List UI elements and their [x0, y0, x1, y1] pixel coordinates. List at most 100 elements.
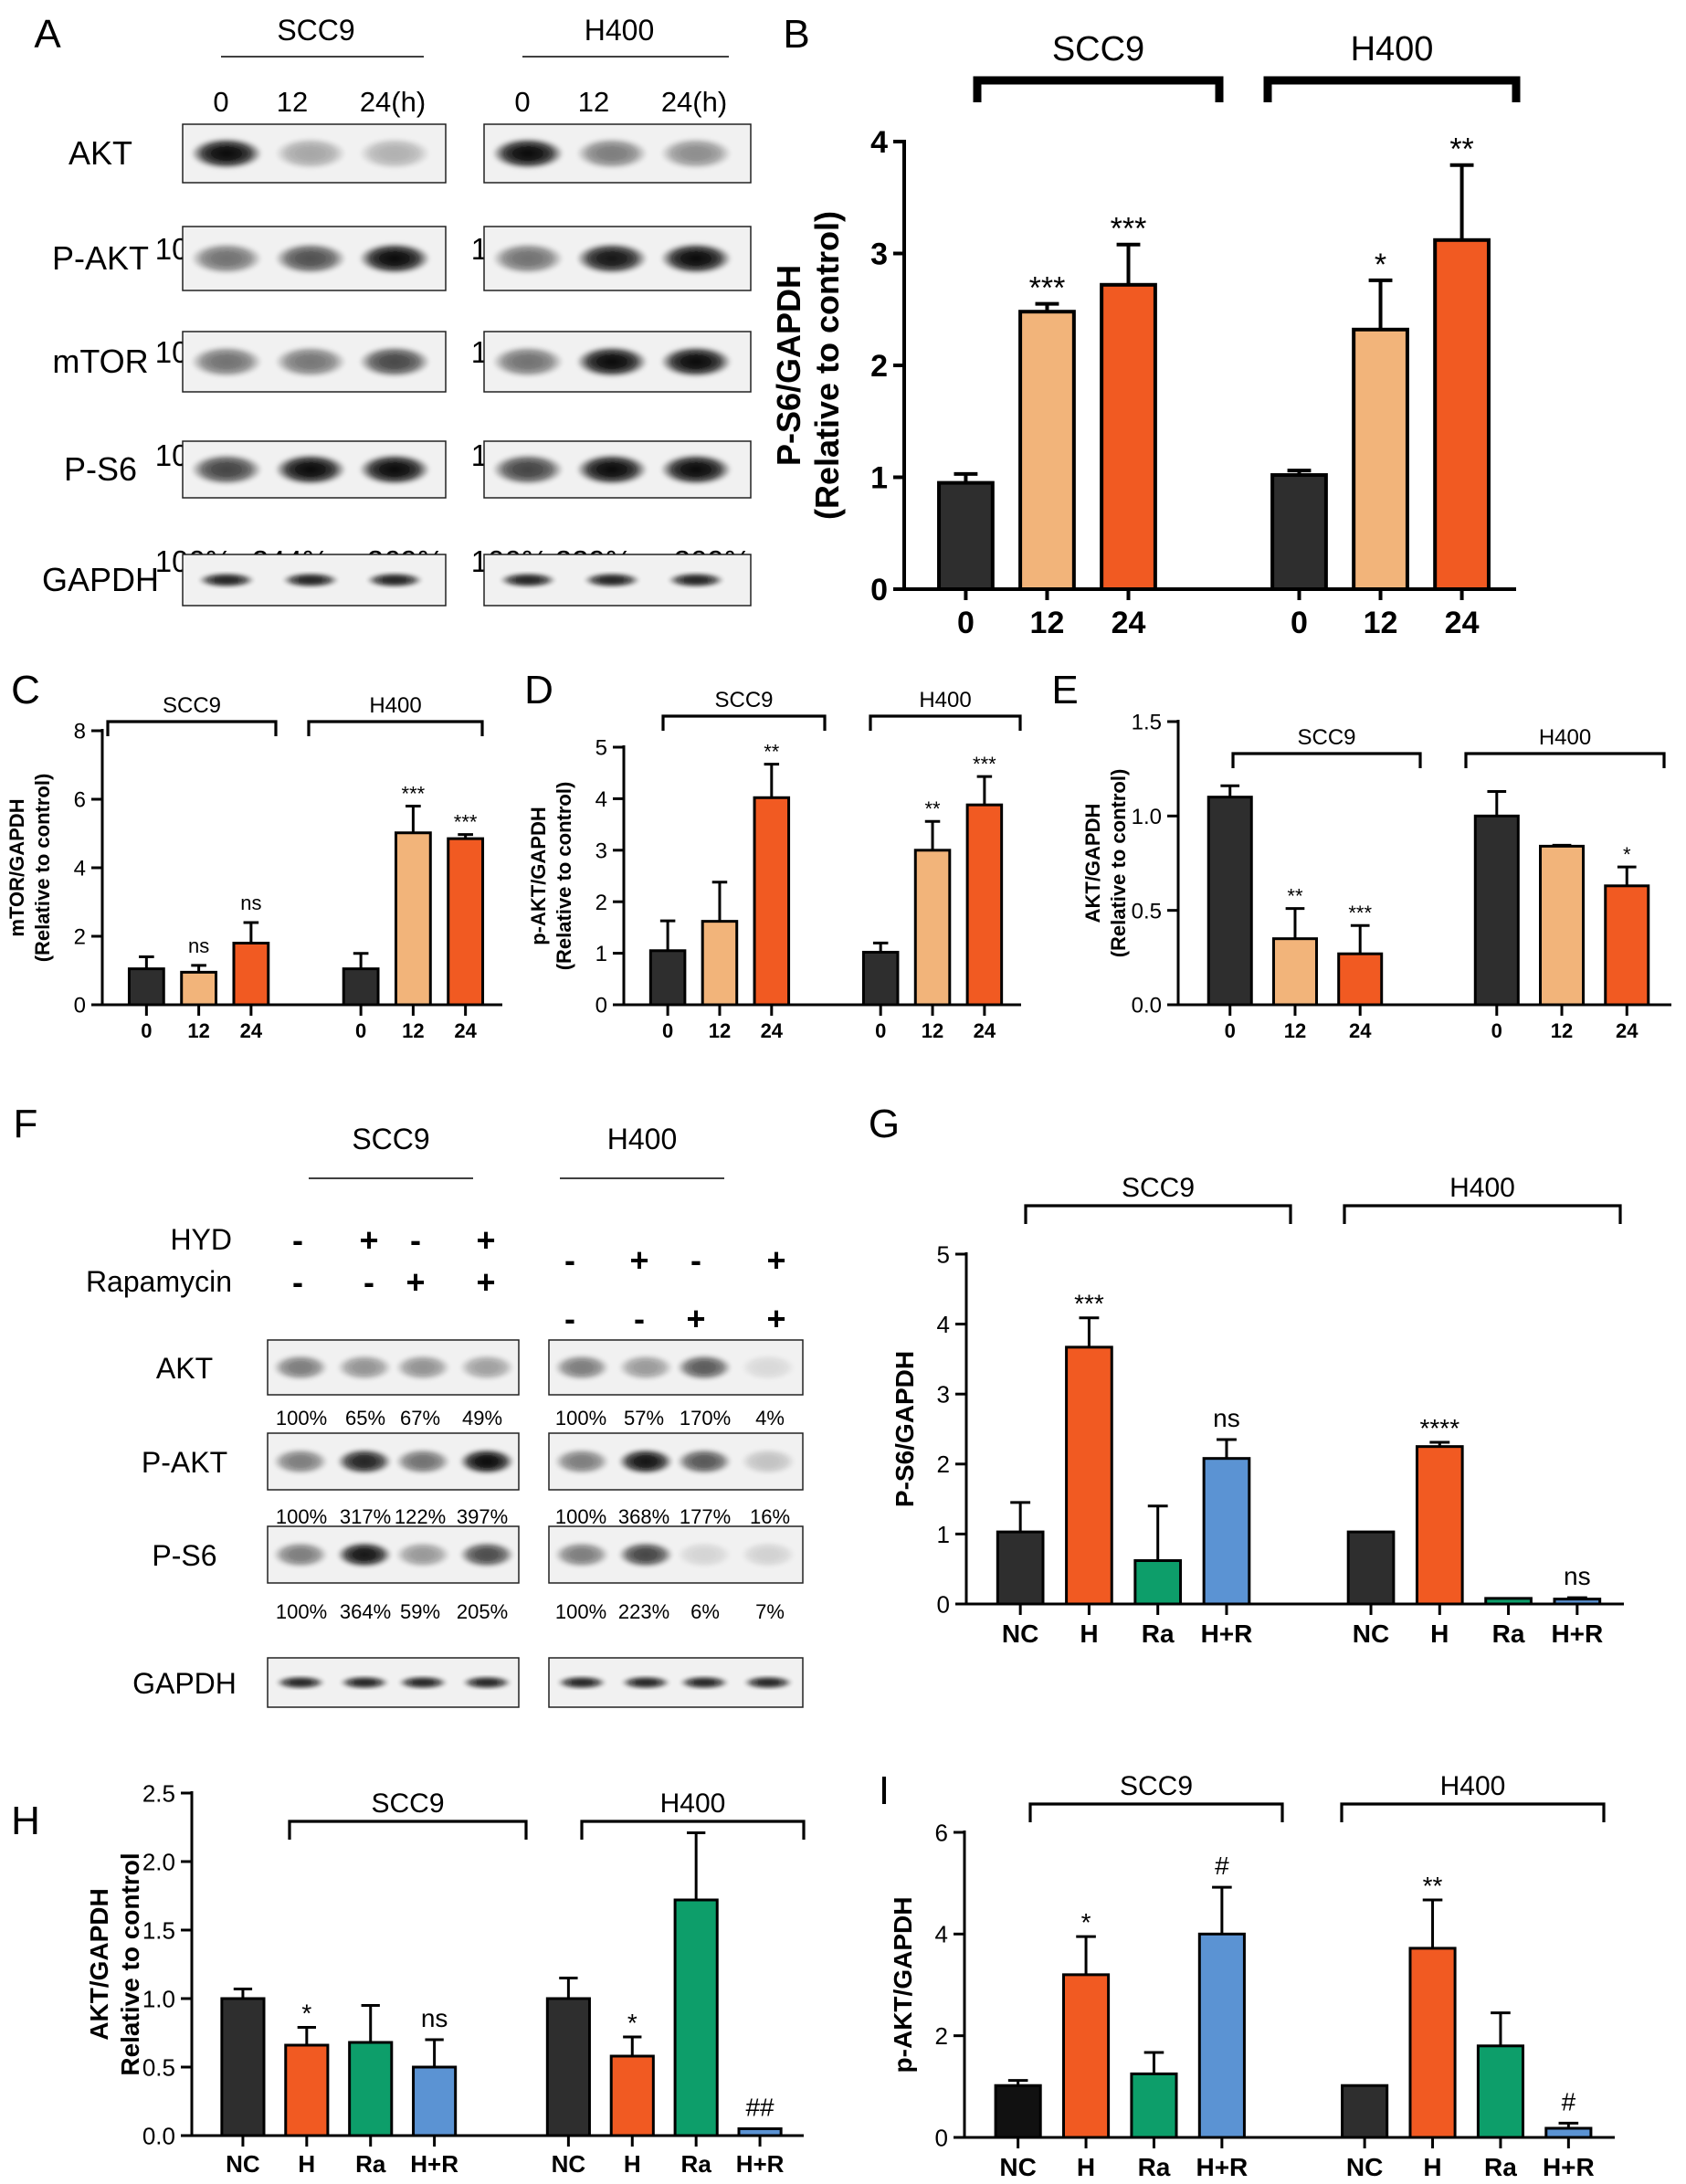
blot-band-akt — [273, 1355, 328, 1380]
blot-band-p-akt — [191, 243, 262, 274]
x-tick-label: 0 — [1291, 606, 1308, 640]
treatment-sign: + — [686, 1300, 705, 1337]
y-tick-label: 4 — [937, 1311, 950, 1338]
time-label: 24(h) — [360, 86, 426, 118]
percent-label: 67% — [400, 1407, 440, 1430]
bar — [1476, 2044, 1525, 2139]
blot-band-gapdh — [621, 1676, 670, 1689]
bar — [1065, 1345, 1113, 1606]
time-label: 24(h) — [661, 86, 727, 118]
x-tick-label: H+R — [1201, 1620, 1253, 1648]
group-label-scc9: SCC9 — [163, 693, 221, 718]
y-tick-label: 5 — [595, 736, 607, 761]
blot-band-gapdh — [680, 1676, 729, 1689]
y-axis-label: (Relative to control) — [31, 774, 54, 963]
significance-label: *** — [1029, 271, 1066, 306]
blot-band-p-s6 — [660, 454, 732, 485]
y-tick-label: 3 — [937, 1381, 950, 1409]
bar — [348, 2041, 394, 2137]
x-tick-label: Ra — [1138, 2153, 1171, 2181]
group-label-scc9: SCC9 — [352, 1123, 429, 1155]
percent-label: 205% — [457, 1600, 508, 1623]
blot-layer: SCC901224(h)H40001224(h)AKT100%34%25%100… — [42, 14, 804, 1708]
bar — [1433, 237, 1491, 591]
blot-band-p-s6 — [554, 1542, 609, 1567]
x-tick-label: H — [1423, 2153, 1441, 2181]
treatment-sign: + — [476, 1221, 495, 1259]
percent-label: 100% — [276, 1505, 327, 1528]
significance-label: ** — [764, 741, 780, 764]
y-tick-label: 1.0 — [1132, 805, 1162, 829]
x-tick-label: 0 — [141, 1019, 152, 1042]
bar — [342, 967, 380, 1007]
treatment-sign: + — [766, 1241, 785, 1279]
bar — [412, 2065, 458, 2137]
bar — [1018, 310, 1076, 591]
significance-label: *** — [1111, 212, 1147, 247]
x-tick-label: Ra — [1484, 2153, 1517, 2181]
y-tick-label: 4 — [595, 787, 607, 812]
chart-h: 0.0 0.5 1.0 1.5 2.0 2.5 AKT/GAPDH Relative to c… — [85, 1779, 806, 2178]
bar — [1553, 1598, 1602, 1606]
x-tick-label: 0 — [875, 1019, 886, 1042]
percent-label: 100% — [555, 1505, 606, 1528]
group-bracket — [1028, 1802, 1284, 1822]
group-label-scc9: SCC9 — [1122, 1173, 1195, 1203]
x-tick-label: Ra — [355, 2150, 386, 2178]
bar — [1604, 884, 1650, 1007]
y-tick-label: 1.5 — [1132, 711, 1162, 735]
blot-band-p-s6 — [677, 1542, 732, 1567]
percent-label: 364% — [340, 1600, 391, 1623]
group-bracket — [1231, 752, 1422, 768]
group-bracket — [661, 714, 827, 731]
y-tick-label: 0 — [937, 1590, 950, 1618]
blot-band-gapdh — [398, 1676, 448, 1689]
significance-label: *** — [454, 811, 478, 834]
bar — [1202, 1457, 1251, 1606]
y-tick-label: 0 — [870, 573, 888, 607]
group-label-scc9: SCC9 — [1120, 1771, 1193, 1801]
treatment-sign: + — [766, 1300, 785, 1337]
blot-band-p-s6 — [741, 1542, 796, 1567]
bar — [232, 942, 270, 1007]
blot-band-akt — [660, 138, 732, 169]
significance-label: **** — [1420, 1414, 1460, 1442]
time-label: 12 — [578, 86, 609, 118]
y-tick-label: 4 — [935, 1921, 948, 1948]
bar — [996, 1530, 1045, 1606]
y-tick-label: 1 — [595, 942, 607, 966]
significance-label: ns — [1564, 1562, 1591, 1590]
bar — [1352, 327, 1409, 591]
y-tick-label: 3 — [595, 839, 607, 863]
x-tick-label: Ra — [681, 2150, 712, 2178]
chart-e: 0.0 0.5 1.0 1.5 AKT/GAPDH (Relative to contro… — [1081, 711, 1671, 1042]
panel-label-h: H — [11, 1799, 40, 1843]
y-tick-label: 1 — [937, 1521, 950, 1548]
x-tick-label: 24 — [240, 1019, 263, 1042]
x-tick-label: 12 — [709, 1019, 731, 1042]
bar — [913, 849, 952, 1007]
group-label-h400: H400 — [1351, 30, 1434, 69]
y-tick-label: 5 — [937, 1240, 950, 1268]
percent-label: 49% — [462, 1407, 502, 1430]
y-tick-label: 0.0 — [1132, 994, 1162, 1018]
row-label-gapdh: GAPDH — [42, 561, 159, 598]
panel-a-blots: SCC901224(h)H40001224(h)AKT100%34%25%100… — [42, 14, 752, 607]
y-tick-label: 2 — [935, 2022, 948, 2050]
y-tick-label: 3 — [870, 237, 888, 272]
bar — [994, 2084, 1042, 2139]
bar — [1271, 937, 1318, 1007]
bar — [1473, 814, 1520, 1007]
x-tick-label: H+R — [1196, 2153, 1248, 2181]
x-tick-label: 0 — [355, 1019, 366, 1042]
blot-band-mtor — [660, 346, 732, 377]
y-tick-label: 0 — [74, 994, 86, 1018]
bar — [1539, 844, 1586, 1007]
blot-band-p-akt — [395, 1449, 450, 1474]
blot-band-akt — [359, 138, 430, 169]
y-tick-label: 0.5 — [142, 2053, 175, 2081]
bar — [1544, 2126, 1593, 2139]
x-tick-label: 0 — [1225, 1019, 1236, 1042]
